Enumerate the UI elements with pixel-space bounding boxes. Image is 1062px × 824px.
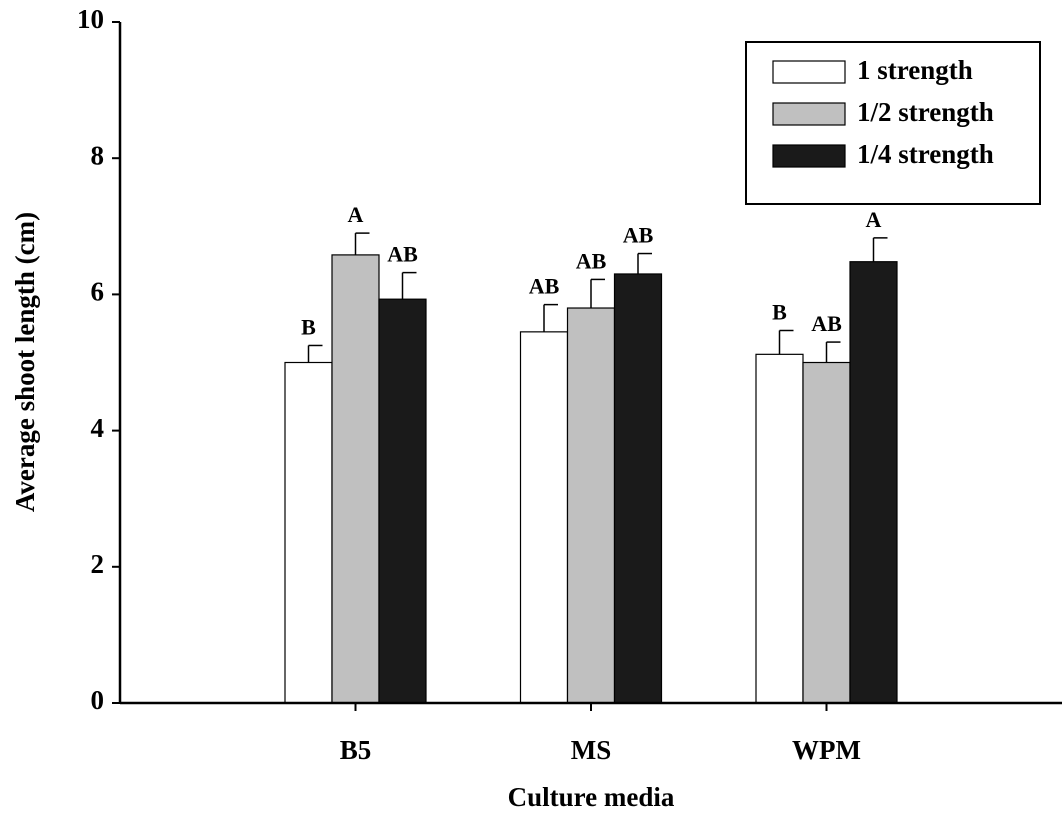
legend-swatch [772, 60, 846, 84]
y-tick-label: 0 [91, 685, 105, 715]
legend-swatch [772, 102, 846, 126]
significance-letter: AB [387, 242, 418, 267]
legend-label: 1/4 strength [857, 139, 994, 169]
y-tick-label: 2 [91, 549, 105, 579]
bar [755, 353, 804, 704]
significance-letter: AB [623, 223, 654, 248]
significance-letter: A [866, 207, 882, 232]
significance-letter: B [772, 300, 787, 325]
significance-letter: AB [576, 248, 607, 273]
y-tick-label: 10 [77, 4, 104, 34]
bar [566, 307, 616, 704]
bar [849, 261, 898, 704]
bar [284, 361, 333, 704]
significance-letter: AB [811, 311, 842, 336]
bar [378, 298, 427, 704]
legend-swatch [772, 144, 846, 168]
x-tick-label: WPM [792, 735, 861, 765]
y-axis-title: Average shoot length (cm) [10, 212, 40, 512]
bar [519, 331, 569, 704]
significance-letter: B [301, 315, 316, 340]
y-tick-label: 6 [91, 277, 105, 307]
legend-label: 1/2 strength [857, 97, 994, 127]
y-tick-label: 8 [91, 140, 105, 170]
significance-letter: AB [529, 274, 560, 299]
bar [613, 273, 663, 704]
y-tick-label: 4 [91, 413, 105, 443]
significance-letter: A [348, 202, 364, 227]
x-tick-label: MS [571, 735, 612, 765]
x-tick-label: B5 [340, 735, 372, 765]
bar [331, 254, 380, 704]
legend-label: 1 strength [857, 55, 973, 85]
bar [802, 361, 851, 704]
x-axis-title: Culture media [508, 782, 675, 812]
